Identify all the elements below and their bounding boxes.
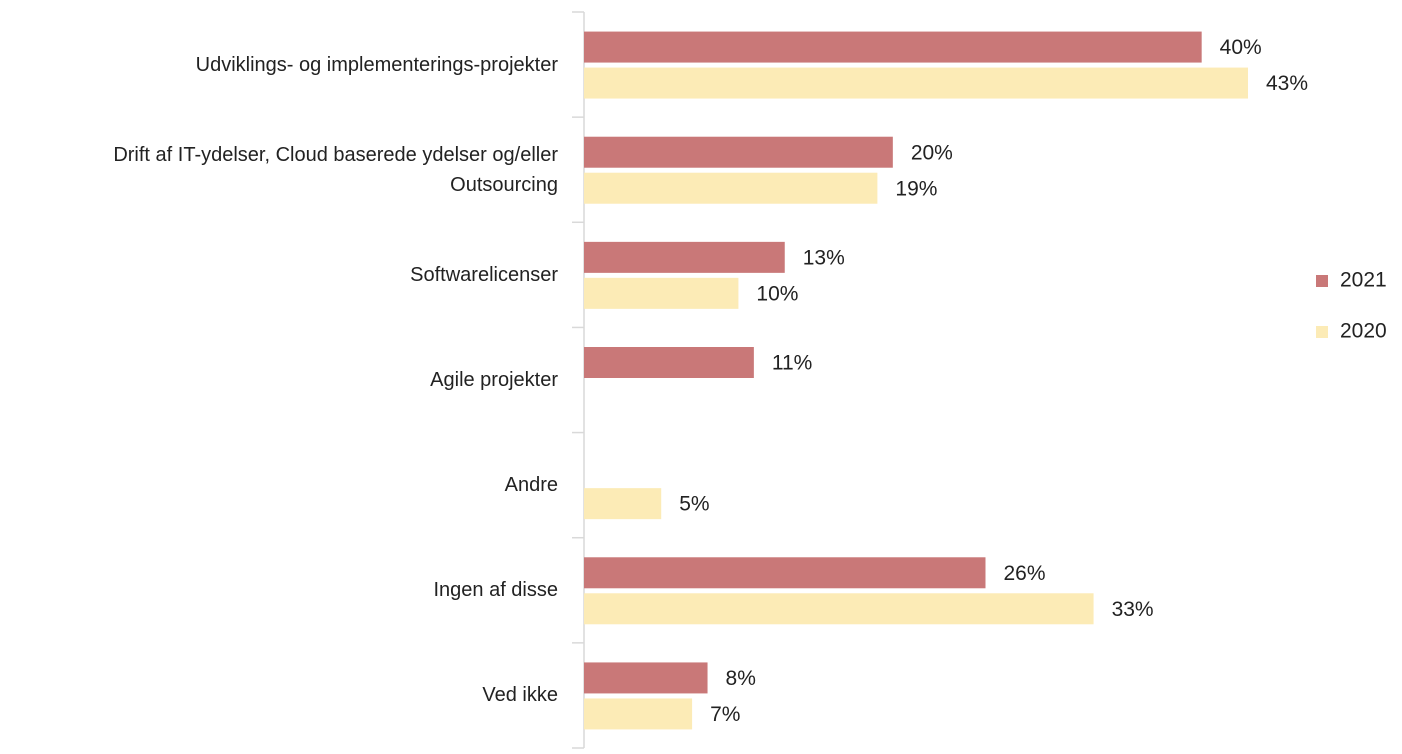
bar — [584, 172, 878, 204]
bar — [584, 67, 1248, 99]
legend-swatch — [1316, 275, 1328, 287]
bar — [584, 347, 754, 378]
value-label: 26% — [1003, 562, 1045, 585]
value-label: 11% — [772, 352, 812, 375]
bar — [584, 488, 662, 520]
bar — [584, 31, 1202, 63]
value-label: 13% — [803, 246, 845, 269]
legend-label: 2021 — [1340, 269, 1387, 292]
legend-swatch — [1316, 326, 1328, 338]
legend-label: 2020 — [1340, 320, 1387, 343]
bar — [584, 557, 986, 589]
bar — [584, 662, 708, 694]
category-label: Softwarelicenser — [410, 263, 558, 286]
category-label: Drift af IT-ydelser, Cloud baserede ydel… — [113, 143, 558, 196]
category-label: Ingen af disse — [433, 579, 558, 602]
category-label: Udviklings- og implementerings-projekter — [195, 53, 558, 76]
value-label: 10% — [756, 282, 798, 305]
value-label: 43% — [1266, 72, 1308, 95]
bar — [584, 593, 1094, 625]
category-label: Andre — [504, 474, 558, 497]
category-label: Ved ikke — [482, 684, 558, 707]
bar — [584, 277, 739, 309]
value-label: 19% — [895, 177, 937, 200]
value-label: 7% — [710, 703, 740, 726]
bar — [584, 241, 785, 273]
bar — [584, 698, 693, 730]
value-label: 8% — [726, 667, 756, 690]
value-label: 5% — [679, 493, 709, 516]
bar — [584, 136, 893, 168]
value-label: 33% — [1112, 598, 1154, 621]
value-label: 40% — [1220, 36, 1262, 59]
value-label: 20% — [911, 141, 953, 164]
category-label: Agile projekter — [430, 369, 558, 391]
